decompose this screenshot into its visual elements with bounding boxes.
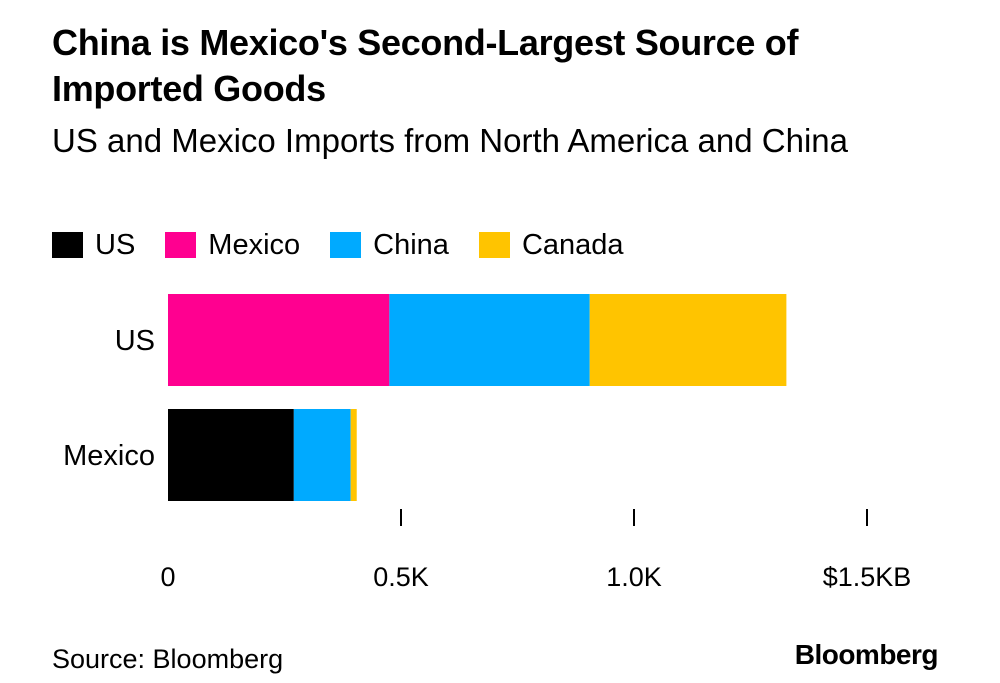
source-note: Source: Bloomberg bbox=[52, 644, 284, 674]
legend-label-us: US bbox=[95, 228, 136, 261]
bar-us-canada bbox=[589, 294, 787, 386]
chart-legend: US Mexico China Canada bbox=[52, 228, 654, 262]
x-tick-label-0: 0 bbox=[160, 562, 175, 592]
legend-item-canada: Canada bbox=[478, 228, 624, 262]
bar-mexico-canada bbox=[350, 409, 357, 501]
chart-title: China is Mexico's Second-Largest Source … bbox=[52, 22, 799, 109]
bar-us-china bbox=[389, 294, 590, 386]
legend-label-mexico: Mexico bbox=[208, 228, 301, 261]
legend-swatch-mexico bbox=[165, 232, 197, 258]
category-label-us: US bbox=[115, 325, 155, 357]
legend-item-china: China bbox=[330, 229, 449, 262]
legend-swatch-us bbox=[52, 232, 83, 258]
chart-subtitle: US and Mexico Imports from North America… bbox=[52, 122, 848, 159]
legend-label-canada: Canada bbox=[521, 228, 624, 261]
bar-mexico-us bbox=[168, 409, 294, 501]
bar-us-mexico bbox=[168, 294, 390, 386]
x-tick-label-1: 0.5K bbox=[373, 562, 429, 592]
legend-label-china: China bbox=[373, 228, 449, 261]
bloomberg-logo: Bloomberg bbox=[794, 639, 939, 670]
legend-swatch-china bbox=[330, 232, 362, 258]
legend-item-us: US bbox=[52, 229, 135, 262]
legend-swatch-canada bbox=[478, 232, 510, 258]
category-label-mexico: Mexico bbox=[63, 440, 155, 472]
x-tick-label-2: 1.0K bbox=[606, 562, 662, 592]
x-tick-label-3: $1.5KB bbox=[823, 562, 912, 592]
bar-mexico-china bbox=[293, 409, 351, 501]
legend-item-mexico: Mexico bbox=[165, 229, 300, 262]
